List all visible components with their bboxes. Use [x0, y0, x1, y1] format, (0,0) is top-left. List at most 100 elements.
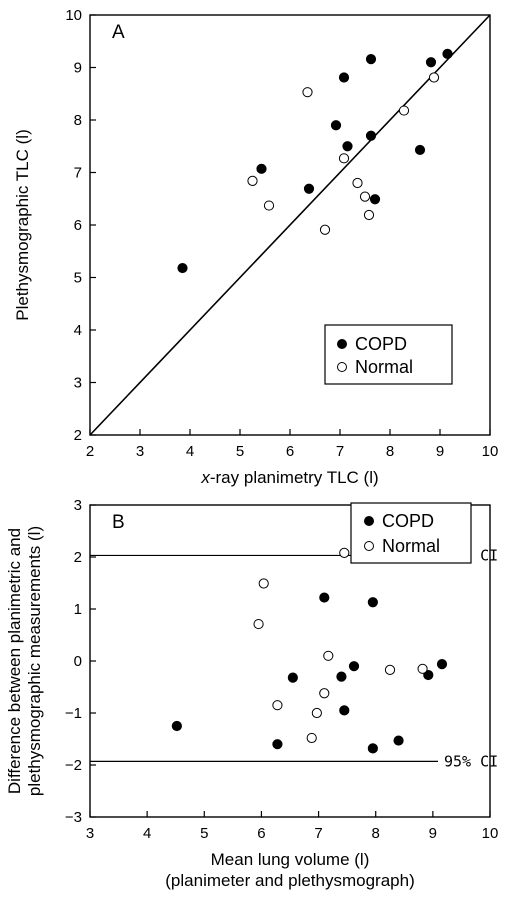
panel-a-y-tick-label: 2 — [74, 427, 82, 444]
data-point-copd — [319, 592, 330, 603]
data-point-normal — [323, 650, 334, 661]
panel-b-x-tick-label: 10 — [482, 825, 499, 842]
data-point-copd — [272, 739, 283, 750]
panel-b-x-axis-sublabel: (planimeter and plethysmograph) — [165, 871, 414, 890]
panel-a-x-tick-label: 4 — [186, 443, 194, 460]
panel-b-legend: COPD Normal — [350, 502, 472, 564]
panel-a-x-axis-label-rest: -ray planimetry TLC (l) — [210, 468, 379, 487]
data-point-normal — [428, 72, 440, 83]
data-point-copd — [256, 163, 267, 174]
legend-normal-label: Normal — [355, 357, 413, 377]
panel-a-y-tick-label: 6 — [74, 217, 82, 234]
data-point-copd — [393, 735, 404, 746]
data-point-copd — [423, 669, 434, 681]
data-point-normal — [417, 663, 428, 674]
data-point-normal — [338, 153, 350, 164]
panel-b-y-axis-label-line1: Difference between planimetric and — [5, 528, 24, 794]
panel-b-y-tick-label: −1 — [65, 705, 82, 722]
data-point-normal — [352, 177, 363, 189]
data-point-copd — [414, 144, 426, 156]
legend-normal-marker — [337, 362, 347, 372]
panel-b-label: B — [112, 512, 125, 533]
panel-b-x-tick-label: 4 — [143, 825, 151, 842]
panel-a-ticks: 2 3 4 5 6 7 8 9 10 2 3 4 5 6 7 8 9 10 — [65, 7, 498, 460]
panel-a-identity-line — [89, 14, 491, 436]
panel-b-y-tick-label: 2 — [74, 549, 82, 566]
legend-copd-marker — [337, 339, 347, 349]
panel-b-x-tick-label: 9 — [429, 825, 437, 842]
panel-a-y-tick-label: 10 — [65, 7, 82, 24]
data-point-copd — [330, 120, 342, 131]
panel-a-x-tick-label: 10 — [482, 443, 499, 460]
data-point-normal — [263, 200, 275, 211]
legend-b-normal-marker — [364, 541, 374, 551]
panel-a-x-axis-label: x-ray planimetry TLC (l) — [200, 468, 378, 487]
data-point-copd — [367, 597, 378, 608]
panel-a-y-axis-label: Plethysmographic TLC (l) — [13, 129, 32, 320]
data-point-copd — [436, 659, 448, 670]
data-point-copd — [367, 743, 378, 754]
data-point-normal — [339, 547, 350, 558]
data-point-copd — [369, 194, 381, 205]
data-point-copd — [336, 671, 347, 682]
data-point-normal — [302, 87, 313, 98]
panel-a-x-tick-label: 9 — [436, 443, 444, 460]
data-point-copd — [342, 141, 353, 152]
data-point-copd — [348, 661, 360, 672]
panel-a-x-tick-label: 5 — [236, 443, 244, 460]
legend-b-copd-label: COPD — [382, 511, 434, 531]
data-point-copd — [339, 705, 350, 716]
panel-b-y-tick-label: 0 — [74, 653, 82, 670]
data-point-normal — [311, 707, 322, 719]
panel-a-y-tick-label: 5 — [74, 270, 82, 287]
panel-b-ticks: 3 4 5 6 7 8 9 10 −3 −2 −1 0 1 2 3 — [65, 497, 498, 842]
panel-a: 2 3 4 5 6 7 8 9 10 2 3 4 5 6 7 8 9 10 A COPD Normal x-ray… — [13, 7, 498, 487]
panel-a-y-tick-label: 3 — [74, 375, 82, 392]
panel-a-x-tick-label: 7 — [336, 443, 344, 460]
data-point-normal — [306, 732, 317, 744]
data-point-copd — [287, 672, 298, 683]
data-point-normal — [319, 224, 331, 235]
data-point-normal — [398, 105, 410, 116]
panel-b-y-tick-label: −2 — [65, 757, 82, 774]
panel-b-y-tick-label: −3 — [65, 809, 82, 826]
data-point-normal — [359, 191, 371, 202]
panel-a-x-tick-label: 6 — [286, 443, 294, 460]
legend-b-copd-marker — [364, 516, 374, 526]
panel-b-x-axis-label: Mean lung volume (l) — [211, 850, 370, 869]
panel-a-legend: COPD Normal — [324, 324, 453, 385]
ci-reference-label: 95% CI — [444, 752, 498, 770]
panel-b-y-tick-label: 3 — [74, 497, 82, 514]
panel-a-x-tick-label: 2 — [86, 443, 94, 460]
panel-b-y-tick-label: 1 — [74, 601, 82, 618]
data-point-copd — [338, 72, 350, 83]
legend-copd-label: COPD — [355, 334, 407, 354]
data-point-copd — [442, 48, 453, 59]
data-point-copd — [303, 183, 315, 194]
panel-a-legend-box — [324, 324, 453, 385]
data-point-copd — [365, 54, 377, 65]
data-point-normal — [247, 175, 258, 186]
data-point-normal — [363, 209, 375, 221]
panel-a-y-tick-label: 8 — [74, 112, 82, 129]
panel-b-x-tick-label: 5 — [200, 825, 208, 842]
panel-a-points — [177, 48, 453, 274]
panel-a-x-axis-label-italic: x — [200, 468, 210, 487]
data-point-normal — [272, 700, 283, 711]
panel-a-x-tick-label: 8 — [386, 443, 394, 460]
data-point-normal — [384, 664, 396, 675]
data-point-copd — [425, 57, 437, 68]
data-point-normal — [319, 688, 330, 699]
panel-b-x-tick-label: 3 — [86, 825, 94, 842]
panel-b-points — [171, 547, 448, 754]
data-point-normal — [253, 618, 264, 630]
data-point-copd — [171, 720, 182, 732]
panel-a-x-tick-label: 3 — [136, 443, 144, 460]
panel-b-y-axis-label-line2: plethysmographic measurements (l) — [25, 526, 44, 796]
data-point-copd — [177, 262, 188, 274]
panel-b-x-tick-label: 8 — [372, 825, 380, 842]
data-point-copd — [365, 130, 377, 141]
